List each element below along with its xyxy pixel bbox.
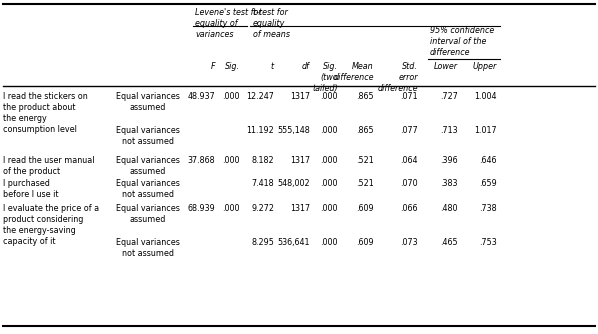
Text: 8.182: 8.182 [251, 156, 274, 165]
Text: Lower: Lower [434, 62, 458, 71]
Text: Upper: Upper [473, 62, 497, 71]
Text: .073: .073 [401, 238, 418, 247]
Text: .646: .646 [480, 156, 497, 165]
Text: 95% confidence
interval of the
difference: 95% confidence interval of the differenc… [430, 26, 495, 57]
Text: .000: .000 [222, 156, 240, 165]
Text: .521: .521 [356, 179, 374, 188]
Text: Mean
difference: Mean difference [334, 62, 374, 82]
Text: Equal variances
not assumed: Equal variances not assumed [116, 126, 180, 146]
Text: .064: .064 [401, 156, 418, 165]
Text: .066: .066 [401, 204, 418, 213]
Text: .659: .659 [479, 179, 497, 188]
Text: .070: .070 [401, 179, 418, 188]
Text: Equal variances
assumed: Equal variances assumed [116, 92, 180, 112]
Text: t: t [271, 62, 274, 71]
Text: Sig.: Sig. [225, 62, 240, 71]
Text: Equal variances
assumed: Equal variances assumed [116, 204, 180, 224]
Text: .000: .000 [222, 92, 240, 101]
Text: 9.272: 9.272 [251, 204, 274, 213]
Text: 8.295: 8.295 [251, 238, 274, 247]
Text: df: df [302, 62, 310, 71]
Text: .609: .609 [356, 238, 374, 247]
Text: I read the user manual
of the product: I read the user manual of the product [3, 156, 94, 176]
Text: .077: .077 [400, 126, 418, 135]
Text: .609: .609 [356, 204, 374, 213]
Text: .000: .000 [321, 204, 338, 213]
Text: Std.
error
difference: Std. error difference [377, 62, 418, 93]
Text: t-test for
equality
of means: t-test for equality of means [253, 8, 290, 39]
Text: 48.937: 48.937 [187, 92, 215, 101]
Text: .396: .396 [440, 156, 458, 165]
Text: .000: .000 [321, 126, 338, 135]
Text: 548,002: 548,002 [277, 179, 310, 188]
Text: 1317: 1317 [290, 156, 310, 165]
Text: .521: .521 [356, 156, 374, 165]
Text: Sig.
(two
tailed): Sig. (two tailed) [312, 62, 338, 93]
Text: I read the stickers on
the product about
the energy
consumption level: I read the stickers on the product about… [3, 92, 88, 134]
Text: .738: .738 [480, 204, 497, 213]
Text: Equal variances
not assumed: Equal variances not assumed [116, 238, 180, 258]
Text: 37.868: 37.868 [187, 156, 215, 165]
Text: 7.418: 7.418 [251, 179, 274, 188]
Text: .865: .865 [356, 92, 374, 101]
Text: 1.017: 1.017 [474, 126, 497, 135]
Text: 1.004: 1.004 [474, 92, 497, 101]
Text: 68.939: 68.939 [187, 204, 215, 213]
Text: .000: .000 [321, 92, 338, 101]
Text: .383: .383 [441, 179, 458, 188]
Text: Equal variances
not assumed: Equal variances not assumed [116, 179, 180, 199]
Text: .865: .865 [356, 126, 374, 135]
Text: .713: .713 [440, 126, 458, 135]
Text: Levene's test for
equality of
variances: Levene's test for equality of variances [195, 8, 262, 39]
Text: 11.192: 11.192 [246, 126, 274, 135]
Text: 12.247: 12.247 [246, 92, 274, 101]
Text: Equal variances
assumed: Equal variances assumed [116, 156, 180, 176]
Text: .000: .000 [321, 156, 338, 165]
Text: .727: .727 [440, 92, 458, 101]
Text: .071: .071 [401, 92, 418, 101]
Text: 536,641: 536,641 [277, 238, 310, 247]
Text: 1317: 1317 [290, 92, 310, 101]
Text: 555,148: 555,148 [277, 126, 310, 135]
Text: 1317: 1317 [290, 204, 310, 213]
Text: .465: .465 [440, 238, 458, 247]
Text: .753: .753 [479, 238, 497, 247]
Text: .000: .000 [321, 238, 338, 247]
Text: I evaluate the price of a
product considering
the energy-saving
capacity of it: I evaluate the price of a product consid… [3, 204, 99, 246]
Text: I purchased
before I use it: I purchased before I use it [3, 179, 59, 199]
Text: .000: .000 [222, 204, 240, 213]
Text: .000: .000 [321, 179, 338, 188]
Text: F: F [210, 62, 215, 71]
Text: .480: .480 [441, 204, 458, 213]
